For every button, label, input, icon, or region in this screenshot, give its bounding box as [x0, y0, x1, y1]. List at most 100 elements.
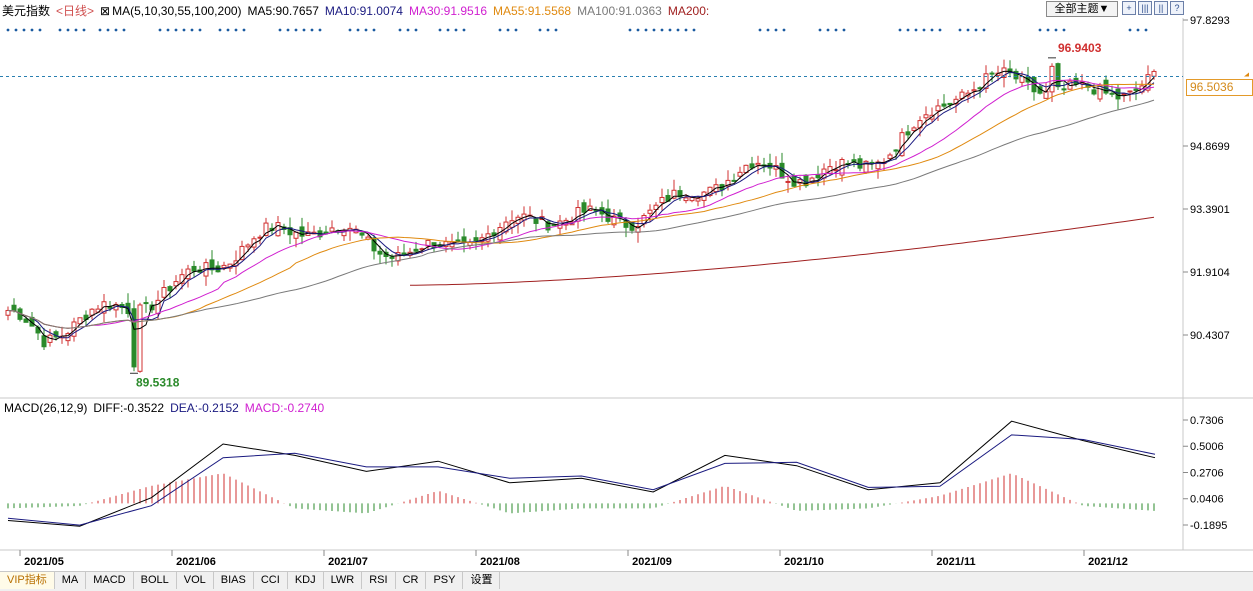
signal-dot — [454, 28, 458, 32]
candle-body — [659, 196, 665, 204]
candle-body — [143, 302, 149, 305]
current-price-arrow — [1244, 72, 1249, 77]
macd-value: MACD:-0.2740 — [244, 401, 325, 415]
x-tick-label: 2021/11 — [936, 556, 975, 568]
signal-dot — [122, 28, 126, 32]
tab-vol[interactable]: VOL — [176, 572, 214, 589]
theme-dropdown[interactable]: 全部主题▼ — [1046, 1, 1118, 17]
signal-dot — [348, 28, 352, 32]
tab-boll[interactable]: BOLL — [133, 572, 177, 589]
x-tick-label: 2021/05 — [24, 556, 64, 568]
candle-body — [911, 127, 917, 131]
signal-dot — [414, 28, 418, 32]
tab-vip[interactable]: VIP指标 — [0, 572, 55, 589]
signal-dot — [514, 28, 518, 32]
candle-body — [371, 237, 377, 252]
candle-body — [989, 72, 995, 75]
high-label: 96.9403 — [1058, 41, 1102, 55]
tab-settings[interactable]: 设置 — [463, 572, 501, 589]
ma200-value: MA200: — [667, 4, 710, 18]
signal-dot — [652, 28, 656, 32]
signal-dot — [826, 28, 830, 32]
signal-dot — [66, 28, 70, 32]
columns-icon[interactable]: || — [1154, 1, 1168, 15]
candle-body — [947, 102, 953, 106]
dea-value: DEA:-0.2152 — [170, 401, 239, 415]
candle-body — [1019, 76, 1025, 83]
signal-dot — [30, 28, 34, 32]
macd-panel — [7, 420, 1156, 527]
candle-body — [1055, 63, 1061, 88]
current-price-box: 96.5036 — [1186, 79, 1253, 96]
signal-dot — [74, 28, 78, 32]
signal-dot — [628, 28, 632, 32]
signal-dot — [914, 28, 918, 32]
signal-dot — [546, 28, 550, 32]
signal-dot — [6, 28, 10, 32]
candle-body — [737, 171, 743, 177]
tab-cr[interactable]: CR — [395, 572, 427, 589]
tab-psy[interactable]: PSY — [426, 572, 464, 589]
bars-icon[interactable]: ||| — [1138, 1, 1152, 15]
candle-body — [545, 221, 551, 231]
tab-ma[interactable]: MA — [54, 572, 87, 589]
symbol-label: 美元指数 — [2, 4, 51, 18]
tab-rsi[interactable]: RSI — [362, 572, 396, 589]
signal-dot — [294, 28, 298, 32]
candle-body — [11, 304, 17, 312]
signal-dot — [906, 28, 910, 32]
signal-dot — [758, 28, 762, 32]
x-tick-label: 2021/07 — [328, 556, 368, 568]
signal-dot — [898, 28, 902, 32]
macd-params: MACD(26,12,9) — [4, 401, 88, 415]
signal-dot — [364, 28, 368, 32]
candle-body — [725, 179, 731, 187]
tab-kdj[interactable]: KDJ — [287, 572, 324, 589]
signal-dot — [834, 28, 838, 32]
tab-macd[interactable]: MACD — [86, 572, 134, 589]
price-panel-header: 美元指数 <日线> ⊠ MA(5,10,30,55,100,200) MA5:90.76… — [2, 2, 715, 19]
candle-body — [1049, 65, 1055, 93]
help-icon[interactable]: ? — [1170, 1, 1184, 15]
x-tick-label: 2021/06 — [176, 556, 216, 568]
signal-dot — [190, 28, 194, 32]
candle-body — [413, 248, 419, 252]
macd-y-tick-label: 0.5006 — [1190, 441, 1224, 453]
period-label[interactable]: <日线> — [56, 4, 95, 18]
candle-body — [173, 281, 179, 287]
candle-body — [1109, 92, 1115, 95]
candle-body — [161, 287, 167, 298]
candle-body — [167, 286, 173, 292]
signal-dot — [242, 28, 246, 32]
signal-dot — [554, 28, 558, 32]
signal-dot — [278, 28, 282, 32]
signal-dot — [462, 28, 466, 32]
signal-dot — [310, 28, 314, 32]
tab-lwr[interactable]: LWR — [323, 572, 363, 589]
signal-dot — [38, 28, 42, 32]
signal-dot — [302, 28, 306, 32]
signal-dot — [446, 28, 450, 32]
candle-body — [755, 162, 761, 166]
signal-dot — [356, 28, 360, 32]
chart-icon[interactable]: ⊠ — [100, 4, 111, 18]
tab-cci[interactable]: CCI — [253, 572, 288, 589]
macd-y-tick-label: 0.2706 — [1190, 467, 1224, 479]
signal-dot — [842, 28, 846, 32]
candle-body — [581, 202, 587, 213]
signal-dot — [106, 28, 110, 32]
signal-dot — [938, 28, 942, 32]
candle-body — [1001, 67, 1007, 78]
macd-y-tick-label: 0.0406 — [1190, 494, 1224, 506]
signal-dot — [114, 28, 118, 32]
candle-body — [1121, 93, 1127, 96]
axes: 2021/05 2021/06 2021/07 2021/08 2021/09 2021/… — [0, 15, 1249, 568]
ma55-line — [7, 83, 1155, 329]
signal-dot — [966, 28, 970, 32]
crosshair-icon[interactable]: + — [1122, 1, 1136, 15]
signal-dot — [438, 28, 442, 32]
candle-body — [731, 179, 737, 182]
x-tick-label: 2021/09 — [632, 556, 672, 568]
tab-bias[interactable]: BIAS — [213, 572, 254, 589]
